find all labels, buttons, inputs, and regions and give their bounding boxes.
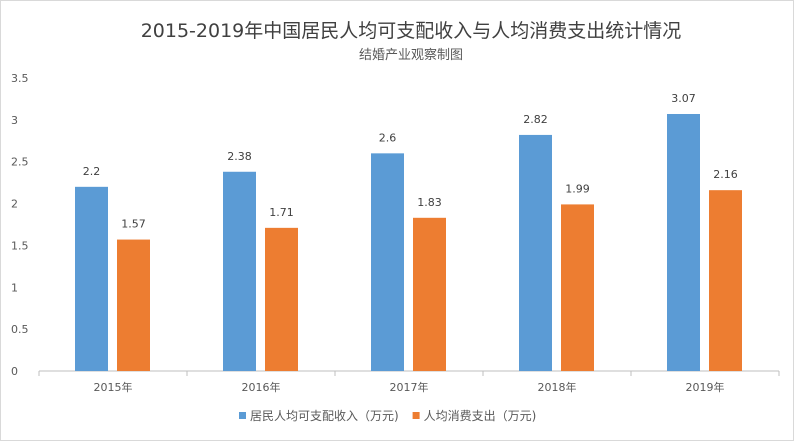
legend-label: 人均消费支出（万元) <box>424 409 537 423</box>
x-tick-label: 2017年 <box>390 380 429 394</box>
bar-income <box>75 186 108 371</box>
legend-label: 居民人均可支配收入（万元) <box>250 409 399 423</box>
bar-consumption <box>413 217 446 371</box>
data-label: 2.38 <box>227 150 252 163</box>
y-tick-label: 1.5 <box>11 239 29 252</box>
legend-swatch <box>239 412 246 419</box>
data-label: 1.83 <box>417 196 442 209</box>
bar-consumption <box>265 227 298 371</box>
data-label: 3.07 <box>671 92 696 105</box>
data-label: 1.71 <box>269 206 294 219</box>
x-tick-label: 2015年 <box>94 380 133 394</box>
x-tick-label: 2018年 <box>538 380 577 394</box>
y-tick-label: 2.5 <box>11 156 29 169</box>
data-label: 2.2 <box>83 165 101 178</box>
y-tick-label: 1 <box>11 281 18 294</box>
y-tick-label: 3 <box>11 114 18 127</box>
y-tick-label: 0.5 <box>11 323 29 336</box>
bar-consumption <box>709 190 742 371</box>
bar-income <box>667 113 700 372</box>
data-label: 1.57 <box>121 218 146 231</box>
data-label: 1.99 <box>565 182 590 195</box>
chart-title: 2015-2019年中国居民人均可支配收入与人均消费支出统计情况 <box>141 20 682 42</box>
chart-subtitle: 结婚产业观察制图 <box>359 48 463 63</box>
y-tick-label: 2 <box>11 198 18 211</box>
data-label: 2.82 <box>523 113 548 126</box>
x-tick-label: 2016年 <box>242 380 281 394</box>
data-label: 2.16 <box>713 168 738 181</box>
data-label: 2.6 <box>379 131 397 144</box>
y-tick-label: 3.5 <box>11 72 29 85</box>
x-tick-label: 2019年 <box>686 380 725 394</box>
bar-consumption <box>561 204 594 371</box>
legend-swatch <box>412 412 420 419</box>
y-tick-label: 0 <box>11 365 18 378</box>
bar-income <box>223 171 256 371</box>
bar-income <box>371 153 404 371</box>
bar-income <box>519 134 552 371</box>
bar-consumption <box>117 239 150 371</box>
